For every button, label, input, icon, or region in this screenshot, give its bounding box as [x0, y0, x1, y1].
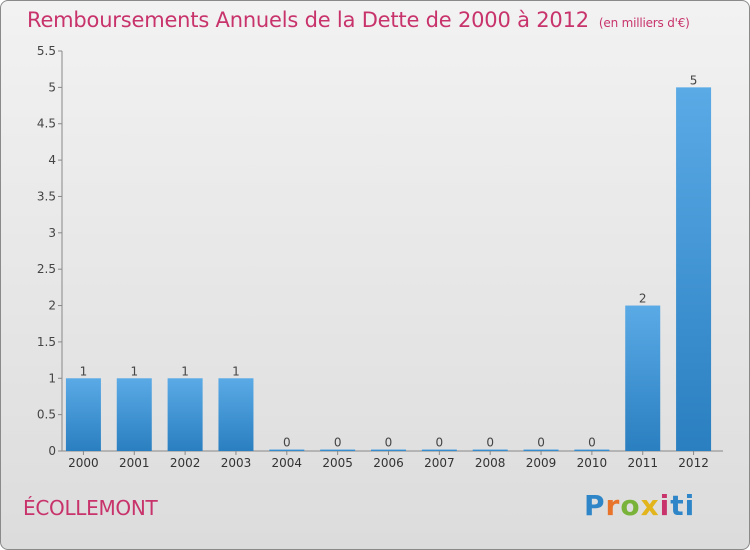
y-axis: 0 0.5 1 1.5 2 2.5 3 3.5 4 4.5 5 5.5 [37, 44, 63, 458]
bar-2006 [371, 449, 406, 451]
data-label-2008: 0 [486, 436, 494, 450]
x-tick-label-2002: 2002 [170, 456, 201, 470]
y-tick-label: 5.5 [37, 44, 56, 58]
bar-2012 [676, 87, 712, 451]
x-tick-label-2003: 2003 [221, 456, 252, 470]
data-label-2000: 1 [80, 364, 88, 378]
data-label-2003: 1 [232, 364, 240, 378]
bar-2003 [218, 378, 254, 451]
x-tick-label-2008: 2008 [475, 456, 506, 470]
bar-2010 [574, 449, 610, 451]
y-tick-label: 2 [48, 299, 56, 313]
logo-letter: P [584, 489, 606, 522]
x-tick-label-2009: 2009 [526, 456, 557, 470]
data-label-2011: 2 [639, 292, 647, 306]
proxiti-logo[interactable]: Proxiti [584, 489, 695, 522]
data-label-2007: 0 [436, 436, 444, 450]
bar-2005 [320, 449, 356, 451]
y-tick-label: 0.5 [37, 408, 56, 422]
commune-name: ÉCOLLEMONT [23, 496, 158, 520]
x-tick-label-2007: 2007 [424, 456, 455, 470]
bar-2008 [472, 449, 508, 451]
data-label-2012: 5 [690, 73, 698, 87]
data-label-2002: 1 [181, 364, 189, 378]
bar-2000 [65, 378, 101, 451]
data-label-2010: 0 [588, 436, 596, 450]
y-tick-label: 1.5 [37, 335, 56, 349]
bar-2011 [625, 305, 661, 451]
bar-2007 [421, 449, 457, 451]
data-label-2006: 0 [385, 436, 393, 450]
x-tick-label-2010: 2010 [577, 456, 608, 470]
y-tick-label: 0 [48, 444, 56, 458]
bar-2002 [167, 378, 203, 451]
data-label-2005: 0 [334, 436, 342, 450]
x-axis: 2000 2001 2002 2003 2004 2005 2006 2007 2008 2009… [62, 450, 723, 470]
x-tick-label-2011: 2011 [627, 456, 658, 470]
y-tick-label: 2.5 [37, 262, 56, 276]
data-label-2009: 0 [537, 436, 545, 450]
x-tick-label-2006: 2006 [373, 456, 404, 470]
x-tick-label-2012: 2012 [678, 456, 709, 470]
data-label-2004: 0 [283, 436, 291, 450]
logo-letter: o [620, 489, 641, 522]
bar-2009 [523, 449, 559, 451]
title-text: Remboursements Annuels de la Dette de 20… [27, 8, 589, 32]
logo-letter: i [659, 489, 671, 522]
y-tick-label: 5 [48, 80, 56, 94]
bar-2004 [269, 449, 305, 451]
bar-2001 [116, 378, 152, 451]
x-tick-label-2005: 2005 [322, 456, 353, 470]
x-tick-label-2001: 2001 [119, 456, 150, 470]
data-label-2001: 1 [130, 364, 138, 378]
logo-letter: x [640, 489, 660, 522]
logo-letter: t [670, 489, 685, 522]
x-tick-label-2000: 2000 [68, 456, 99, 470]
y-tick-label: 1 [48, 371, 56, 385]
logo-letter: i [684, 489, 696, 522]
x-tick-label-2004: 2004 [272, 456, 303, 470]
y-tick-label: 3 [48, 226, 56, 240]
bars: 1 1 1 1 0 0 0 0 0 0 0 2 5 [65, 73, 712, 451]
chart-title: Remboursements Annuels de la Dette de 20… [27, 8, 690, 32]
y-tick-label: 4.5 [37, 117, 56, 131]
logo-letter: r [605, 489, 621, 522]
chart-subtitle: (en milliers d'€) [598, 16, 690, 30]
y-tick-label: 3.5 [37, 189, 56, 203]
y-tick-label: 4 [48, 153, 56, 167]
